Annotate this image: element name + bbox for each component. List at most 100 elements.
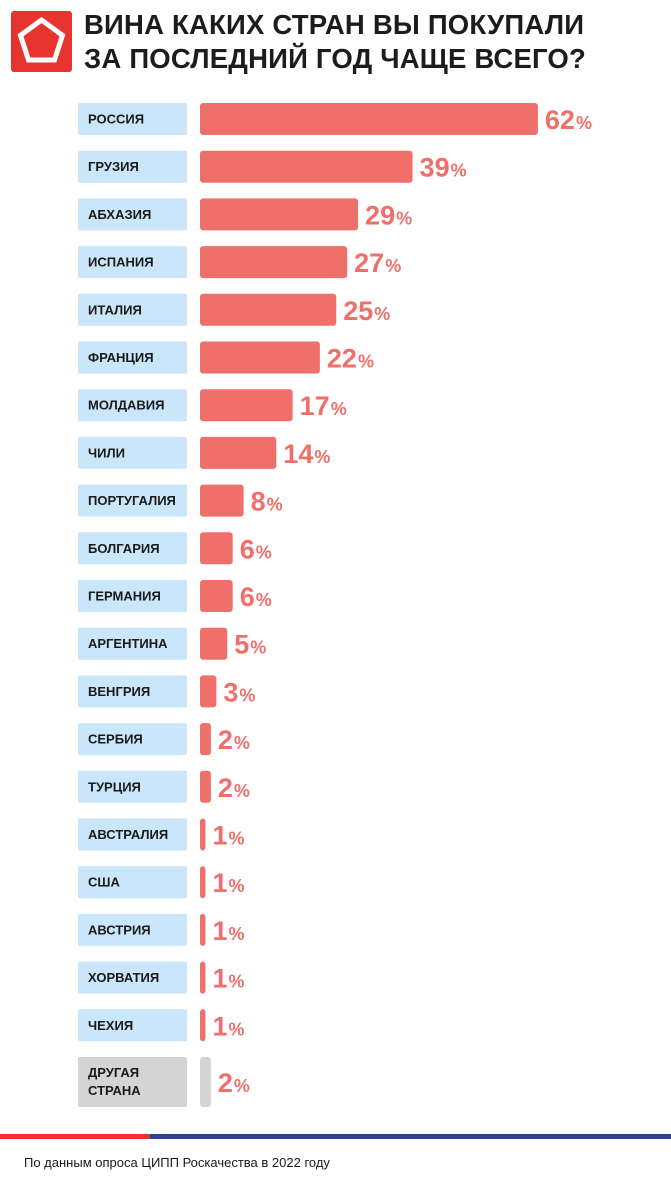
value-label: 5%	[234, 630, 266, 660]
category-label: ХОРВАТИЯ	[88, 970, 159, 985]
value-label: 27%	[354, 248, 401, 278]
bar	[200, 723, 211, 756]
value-label: 25%	[343, 296, 390, 326]
bar-row: ЧЕХИЯ 1%	[78, 1009, 244, 1042]
category-label-bg	[78, 293, 187, 326]
value-label: 1%	[212, 821, 244, 851]
bar-row: ПОРТУГАЛИЯ 8%	[78, 484, 283, 517]
bar	[200, 532, 233, 565]
bar-row: ИТАЛИЯ 25%	[78, 293, 390, 326]
category-label: БОЛГАРИЯ	[88, 541, 160, 556]
bar	[200, 341, 320, 374]
category-label: ВЕНГРИЯ	[88, 684, 150, 699]
bar	[200, 293, 337, 326]
category-label: ГРУЗИЯ	[88, 159, 139, 174]
category-label-bg	[78, 484, 187, 517]
category-label-bg	[78, 723, 187, 756]
footer-divider-blue	[150, 1134, 671, 1139]
bar-row: ГРУЗИЯ 39%	[78, 150, 467, 183]
category-label: ИСПАНИЯ	[88, 255, 154, 270]
bar	[200, 580, 233, 612]
category-label: АВСТРАЛИЯ	[88, 827, 168, 842]
bar	[200, 246, 348, 279]
category-label: АБХАЗИЯ	[88, 207, 151, 222]
category-label-bg	[78, 436, 187, 469]
bar-row: БОЛГАРИЯ 6%	[78, 532, 272, 565]
category-label: ДРУГАЯ СТРАНА	[88, 1065, 141, 1098]
bar	[200, 627, 228, 660]
bar-row: ИСПАНИЯ 27%	[78, 246, 401, 279]
value-label: 1%	[212, 868, 244, 898]
bar-row: АБХАЗИЯ 29%	[78, 198, 412, 231]
bar-row: США 1%	[78, 866, 244, 899]
category-label: РОССИЯ	[88, 112, 144, 127]
category-label: СЕРБИЯ	[88, 732, 143, 747]
category-label: ГЕРМАНИЯ	[88, 589, 161, 604]
bar	[200, 675, 217, 708]
value-label: 39%	[420, 153, 467, 183]
chart-title-line-1: ВИНА КАКИХ СТРАН ВЫ ПОКУПАЛИ	[84, 9, 585, 40]
value-label: 1%	[212, 1011, 244, 1041]
category-label-bg	[78, 389, 187, 422]
bar	[200, 1057, 211, 1107]
bar-row: ГЕРМАНИЯ 6%	[78, 580, 272, 612]
footer-divider-red	[0, 1134, 150, 1139]
bar	[200, 389, 293, 422]
category-label-bg	[78, 1057, 187, 1107]
bar-row: АВСТРАЛИЯ 1%	[78, 818, 244, 851]
value-label: 2%	[218, 1068, 250, 1098]
category-label-bg	[78, 532, 187, 565]
value-label: 14%	[283, 439, 330, 469]
category-label-bg	[78, 341, 187, 374]
category-label-bg	[78, 150, 187, 183]
chart-title-line-2: ЗА ПОСЛЕДНИЙ ГОД ЧАЩЕ ВСЕГО?	[84, 43, 587, 74]
category-label-bg	[78, 580, 187, 612]
category-label: ТУРЦИЯ	[88, 779, 141, 794]
category-label-bg	[78, 770, 187, 803]
category-label: ЧЕХИЯ	[88, 1018, 133, 1033]
category-label: МОЛДАВИЯ	[88, 398, 164, 413]
bar-row: ТУРЦИЯ 2%	[78, 770, 250, 803]
pentagon-icon	[17, 16, 66, 63]
category-label: ИТАЛИЯ	[88, 302, 142, 317]
value-label: 6%	[240, 534, 272, 564]
value-label: 1%	[212, 964, 244, 994]
bar	[200, 484, 244, 517]
category-label: США	[88, 875, 120, 890]
bar-chart: РОССИЯ 62% ГРУЗИЯ 39% АБХАЗИЯ 29% ИСПАНИЯ 27% ИТ…	[78, 103, 592, 1107]
bar-row: ХОРВАТИЯ 1%	[78, 961, 244, 994]
value-label: 3%	[223, 677, 255, 707]
bar-row: СЕРБИЯ 2%	[78, 723, 250, 756]
category-label-bg	[78, 961, 187, 994]
bar-row: РОССИЯ 62%	[78, 103, 592, 135]
source-note: По данным опроса ЦИПП Роскачества в 2022…	[24, 1155, 330, 1170]
chart-title: ВИНА КАКИХ СТРАН ВЫ ПОКУПАЛИ ЗА ПОСЛЕДНИ…	[84, 8, 664, 76]
value-label: 1%	[212, 916, 244, 946]
bar-row: ЧИЛИ 14%	[78, 436, 330, 469]
category-label: ФРАНЦИЯ	[88, 350, 154, 365]
category-label-bg	[78, 818, 187, 851]
bar	[200, 1009, 206, 1042]
bar-row: МОЛДАВИЯ 17%	[78, 389, 347, 422]
value-label: 2%	[218, 773, 250, 803]
bar	[200, 913, 206, 946]
category-label-bg	[78, 198, 187, 231]
bar-row: ВЕНГРИЯ 3%	[78, 675, 255, 708]
value-label: 2%	[218, 725, 250, 755]
value-label: 8%	[251, 487, 283, 517]
value-label: 6%	[240, 582, 272, 612]
value-label: 62%	[545, 105, 592, 135]
category-label-bg	[78, 627, 187, 660]
bar	[200, 961, 206, 994]
category-label-bg	[78, 675, 187, 708]
value-label: 22%	[327, 344, 374, 374]
bar-row: ФРАНЦИЯ 22%	[78, 341, 374, 374]
category-label: АВСТРИЯ	[88, 922, 151, 937]
bar	[200, 770, 211, 803]
value-label: 29%	[365, 200, 412, 230]
bar-row: АРГЕНТИНА 5%	[78, 627, 266, 660]
category-label: ЧИЛИ	[88, 445, 125, 460]
category-label: ПОРТУГАЛИЯ	[88, 493, 176, 508]
bar	[200, 198, 359, 231]
category-label-bg	[78, 866, 187, 899]
